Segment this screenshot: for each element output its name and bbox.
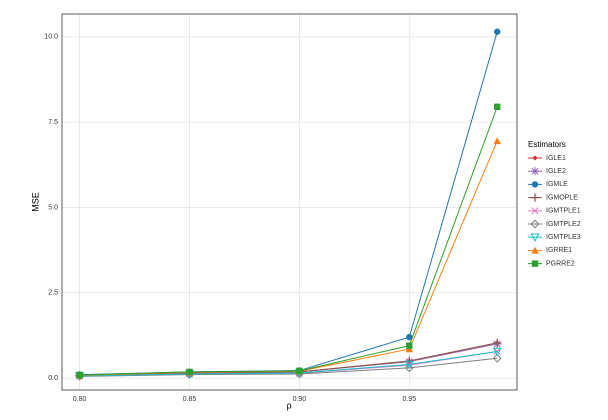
plot-frame <box>61 13 518 391</box>
marker <box>404 360 414 370</box>
marker <box>406 333 413 341</box>
marker <box>493 338 502 348</box>
legend-label: IGMLE <box>546 181 568 188</box>
y-tick-label: 10.0 <box>44 34 58 41</box>
marker <box>494 28 501 35</box>
series-line <box>79 106 498 376</box>
legend-label: IGMOPLE <box>546 194 578 201</box>
marker <box>530 233 540 242</box>
x-tick-label: 0.85 <box>183 396 197 403</box>
marker <box>530 219 540 229</box>
marker <box>404 363 414 373</box>
marker <box>531 207 539 215</box>
y-tick-label: 7.5 <box>48 119 58 126</box>
marker <box>493 137 501 145</box>
legend-label: IGRRE1 <box>546 247 572 254</box>
marker <box>492 353 502 363</box>
y-axis-title: MSE <box>30 192 40 212</box>
series-line <box>79 31 498 376</box>
legend-label: IGMTPLE1 <box>546 208 581 215</box>
series-line <box>79 140 498 376</box>
marker <box>492 347 502 357</box>
marker <box>532 155 538 161</box>
marker <box>530 167 540 176</box>
x-tick-label: 0.90 <box>293 396 307 403</box>
y-tick-label: 2.5 <box>48 290 58 297</box>
marker <box>531 260 539 267</box>
marker <box>531 181 539 188</box>
x-tick-label: 0.95 <box>402 396 416 403</box>
legend-label: PGRRE2 <box>546 260 575 267</box>
legend-label: IGLE1 <box>546 155 566 162</box>
marker <box>531 246 539 254</box>
y-tick-label: 0.0 <box>48 375 58 382</box>
legend-label: IGMTPLE3 <box>546 234 581 241</box>
marker <box>530 193 540 202</box>
marker <box>494 103 501 111</box>
marker <box>406 342 413 349</box>
y-tick-label: 5.0 <box>48 204 58 211</box>
marker <box>186 368 193 376</box>
x-tick-label: 0.80 <box>73 396 87 403</box>
marker <box>296 367 303 375</box>
x-axis-title: ρ <box>286 400 291 410</box>
legend-title: Estimators <box>528 140 566 149</box>
marker <box>76 371 83 379</box>
legend-label: IGLE2 <box>546 168 566 175</box>
legend-label: IGMTPLE2 <box>546 221 581 228</box>
